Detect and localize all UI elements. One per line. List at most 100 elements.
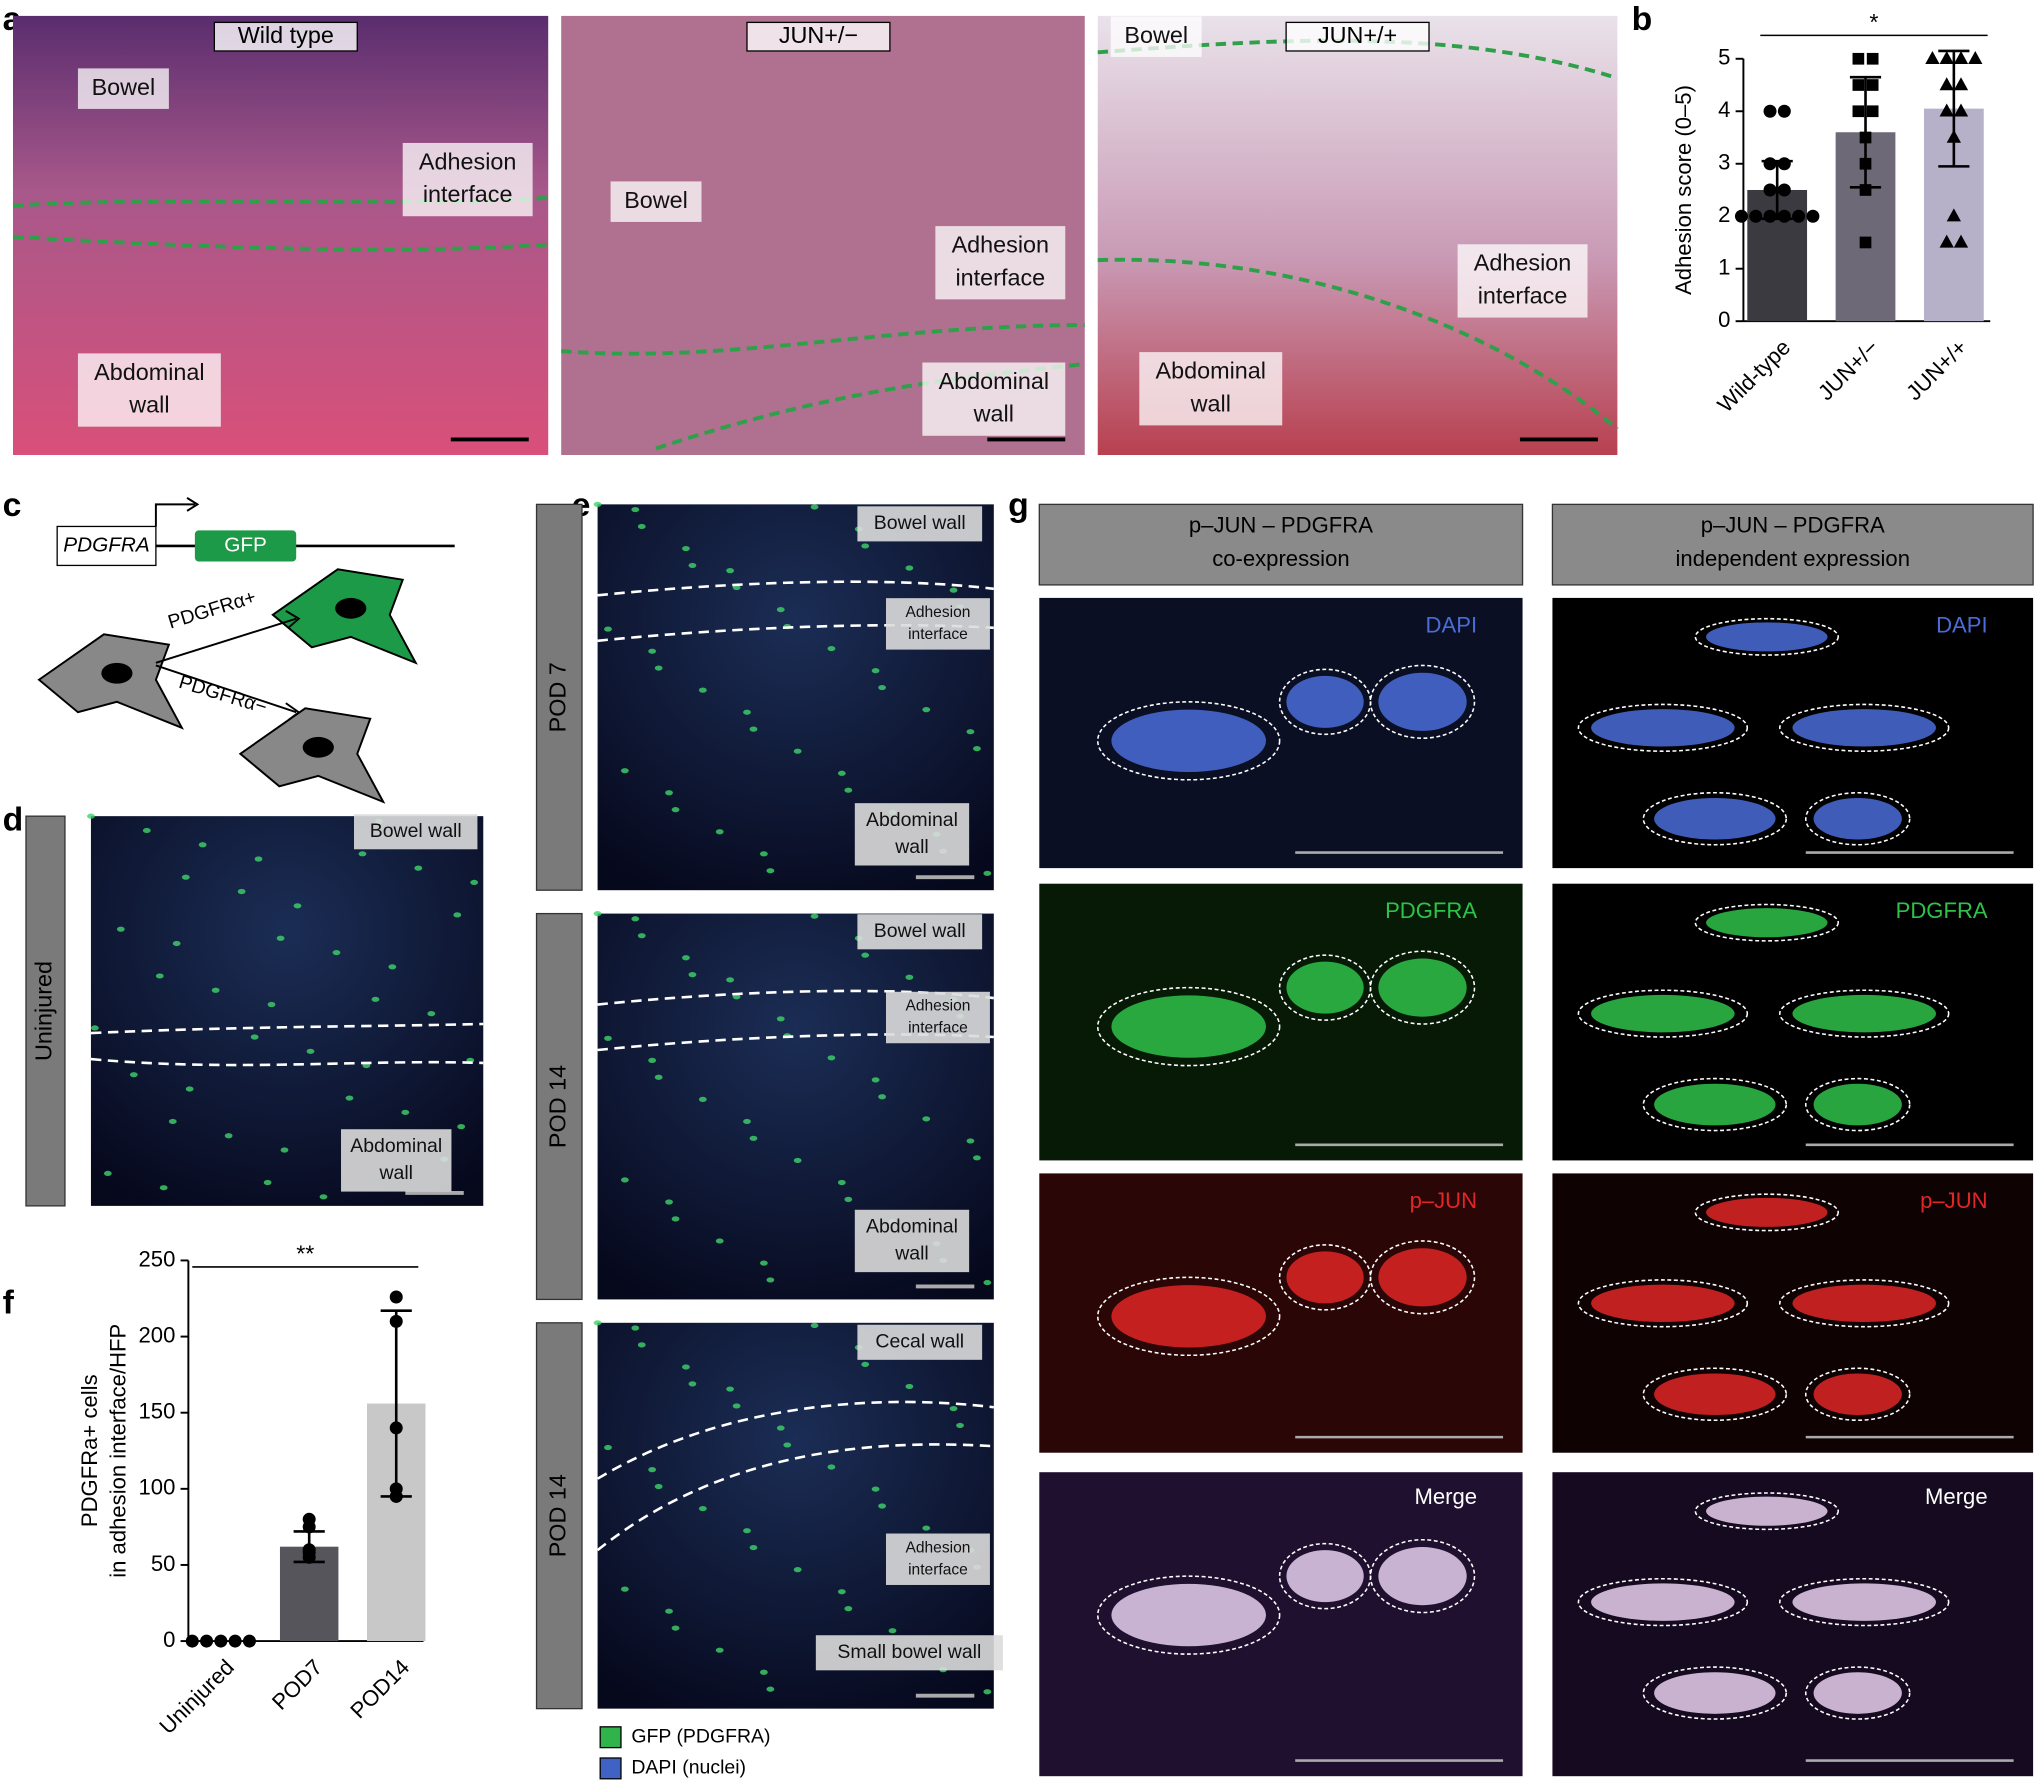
image-label: Abdominal	[866, 809, 958, 831]
gfp-cell	[871, 1486, 880, 1492]
gfp-cell	[715, 1647, 724, 1653]
cell-outline	[1804, 1367, 1911, 1422]
cell-outline	[1369, 664, 1476, 739]
image-label: Abdominal	[94, 359, 204, 385]
gfp-cell	[267, 1001, 276, 1008]
y-tick-label: 250	[139, 1246, 176, 1271]
gfp-cell	[319, 1194, 328, 1200]
label-box	[402, 142, 533, 217]
gfp-cell	[688, 1381, 697, 1387]
promoter-arrow	[154, 497, 200, 527]
data-point	[1763, 209, 1777, 223]
promoter-box	[56, 525, 157, 567]
image-label: wall	[378, 1162, 413, 1184]
data-point	[1777, 209, 1791, 223]
data-point	[200, 1634, 214, 1648]
gfp-cell	[983, 1689, 992, 1695]
gfp-cell	[211, 987, 220, 993]
data-point	[1749, 209, 1763, 223]
side-label-box	[535, 912, 583, 1301]
image-label: interface	[423, 181, 513, 207]
gfp-cell	[306, 1048, 315, 1054]
error-bar	[1938, 49, 1970, 168]
label-box	[341, 1129, 452, 1192]
gfp-cell	[654, 665, 663, 671]
image-label: wall	[973, 401, 1014, 427]
cell-signal	[1654, 1373, 1776, 1416]
label-box	[1457, 244, 1588, 318]
side-label-box	[535, 1322, 583, 1710]
data-point	[389, 1489, 403, 1503]
gfp-cell	[743, 709, 751, 715]
cell-outline	[1642, 1077, 1788, 1132]
cell-outline	[1804, 1666, 1911, 1720]
data-point	[1859, 157, 1872, 170]
cell-outline	[1577, 1279, 1749, 1328]
data-point	[1968, 50, 1983, 64]
gfp-cell	[871, 668, 880, 674]
cell-signal	[1813, 1083, 1902, 1126]
data-point	[228, 1634, 242, 1648]
gfp-cell	[414, 865, 423, 871]
data-point	[1946, 129, 1962, 143]
gfp-cell	[827, 645, 836, 652]
gfp-cell	[861, 952, 870, 958]
cell-signal	[1111, 709, 1266, 772]
y-axis-label: in adhesion interface/HFP	[105, 1324, 130, 1578]
gfp-cell	[185, 1086, 194, 1092]
column-header	[1038, 503, 1524, 586]
gfp-cell	[371, 996, 380, 1002]
gfp-cell	[956, 1422, 964, 1429]
gfp-cell	[637, 933, 646, 939]
significance-label: **	[296, 1240, 314, 1266]
gfp-cell	[168, 1118, 177, 1125]
gfp-cell	[682, 545, 690, 552]
data-point	[1953, 234, 1969, 248]
cell-signal	[1378, 1248, 1467, 1307]
gfp-cell	[905, 565, 914, 571]
data-point	[1777, 183, 1791, 197]
cell-signal	[1378, 1547, 1467, 1606]
gfp-cell	[922, 707, 931, 713]
cell-signal	[1706, 1496, 1828, 1526]
y-tick-label: 150	[139, 1399, 176, 1424]
data-point	[1939, 77, 1954, 91]
label-box	[857, 1324, 983, 1360]
cell-signal	[1813, 1373, 1902, 1416]
x-tick-label: Wild-type	[1712, 335, 1795, 418]
image-label: wall	[128, 392, 169, 418]
gfp-cell	[698, 1505, 707, 1512]
label-box	[77, 68, 169, 109]
gfp-cell	[759, 1669, 768, 1675]
image-label: Bowel	[92, 74, 156, 100]
column-header-label: co-expression	[1212, 546, 1349, 571]
gfp-cell	[654, 1074, 663, 1080]
data-point	[1734, 209, 1748, 223]
y-tick-label: 2	[1718, 202, 1730, 227]
promoter-label: PDGFRA	[63, 533, 150, 556]
cell-outline	[1804, 1077, 1911, 1132]
cell-outline	[1096, 1575, 1281, 1655]
genotype-box	[746, 21, 891, 52]
gfp-cell	[631, 916, 640, 922]
gfp-cell	[871, 1077, 880, 1083]
data-point	[1777, 104, 1791, 118]
gfp-cell	[427, 1011, 436, 1017]
data-point	[1866, 52, 1879, 65]
data-point	[1953, 50, 1969, 64]
data-point	[1925, 50, 1940, 64]
image-label: wall	[894, 836, 929, 858]
gfp-cell	[810, 1322, 819, 1328]
micrograph	[1039, 1472, 1523, 1777]
branch-label: PDGFRα+	[165, 586, 258, 634]
gfp-cell	[732, 584, 741, 591]
label-box	[857, 506, 983, 542]
gfp-cell	[949, 587, 958, 593]
data-point	[1939, 50, 1954, 64]
branch-label: PDGFRα−	[176, 671, 269, 719]
micrograph	[1039, 1173, 1523, 1453]
cell-outline	[1369, 1538, 1476, 1614]
label-box	[610, 181, 702, 222]
gfp-cell	[759, 851, 768, 857]
dashed-boundary	[596, 1443, 994, 1552]
